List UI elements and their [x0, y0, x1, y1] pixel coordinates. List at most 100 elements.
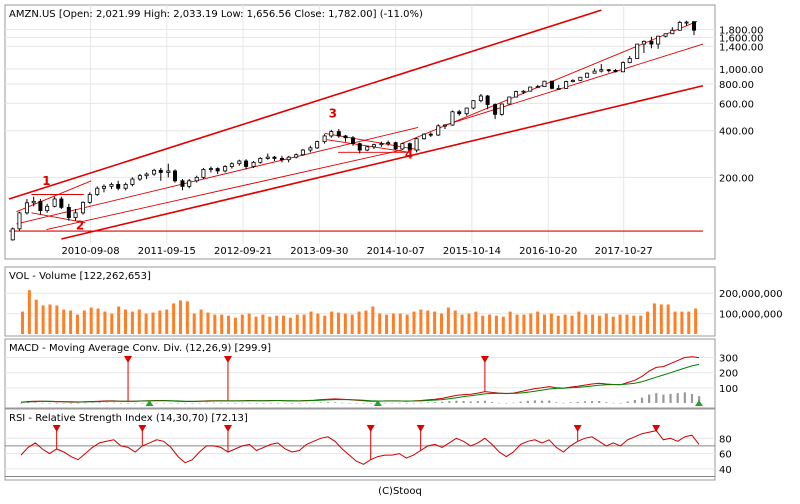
candle-body	[59, 198, 64, 208]
candle-body	[428, 133, 433, 136]
vol-bar	[275, 315, 279, 334]
macd-hist-bar	[48, 402, 51, 404]
candle-body	[251, 161, 256, 167]
price-y-tick-label: 1,400.00	[719, 42, 764, 53]
macd-hist-bar	[526, 400, 529, 403]
vol-bar	[69, 310, 73, 334]
price-candle	[101, 184, 106, 193]
price-candle	[223, 165, 228, 173]
candle-body	[208, 168, 213, 170]
macd-hist-bar	[248, 402, 251, 404]
price-candle	[499, 103, 504, 116]
macd-hist-bar	[169, 402, 173, 404]
candle-body	[514, 91, 519, 98]
vol-bar	[124, 309, 128, 334]
price-candle	[180, 179, 185, 191]
macd-hist-bar	[426, 402, 429, 403]
price-title: AMZN.US [Open: 2,021.99 High: 2,033.19 L…	[9, 9, 423, 20]
macd-hist-bar	[391, 402, 394, 404]
candle-body	[272, 156, 277, 159]
candle-body	[180, 180, 185, 187]
macd-hist-bar	[312, 402, 315, 404]
price-candle	[17, 211, 22, 232]
vol-bar	[474, 311, 478, 334]
macd-hist-bar	[291, 402, 294, 404]
candle-body	[627, 58, 632, 64]
macd-buy-marker	[373, 400, 382, 406]
candle-body	[223, 166, 228, 172]
macd-hist-bar	[562, 402, 565, 404]
vol-bar	[611, 316, 615, 334]
rsi-line	[20, 430, 700, 465]
vol-y-tick-label: 100,000,000	[719, 310, 783, 321]
candle-body	[87, 194, 92, 203]
candle-body	[38, 200, 43, 212]
macd-panel	[4, 338, 716, 409]
price-candle	[144, 172, 149, 180]
candle-body	[635, 43, 640, 59]
rsi-sell-marker	[652, 425, 661, 432]
vol-bar	[240, 314, 244, 334]
candle-body	[493, 104, 498, 115]
vol-bar	[597, 315, 601, 334]
candle-body	[300, 149, 305, 156]
macd-hist-bar	[483, 400, 487, 403]
candle-body	[81, 201, 86, 214]
candle-body	[450, 111, 455, 126]
macd-hist-bar	[212, 402, 215, 404]
vol-bar	[433, 311, 437, 334]
vol-bar	[137, 309, 141, 334]
rsi-y-tick-label: 40	[719, 465, 732, 476]
macd-hist-bar	[34, 402, 37, 404]
vol-bar	[405, 314, 409, 334]
candle-body	[535, 86, 540, 89]
macd-hist-bar	[219, 402, 223, 404]
price-x-tick-label: 2011-09-15	[138, 246, 196, 257]
macd-sell-marker	[480, 356, 489, 363]
candle-body	[499, 103, 504, 115]
rsi-sell-marker	[573, 425, 582, 432]
price-candle	[123, 182, 128, 191]
vol-bar	[488, 314, 492, 334]
macd-hist-bar	[669, 393, 672, 403]
rsi-sell-marker	[138, 425, 147, 432]
macd-buy-marker	[145, 400, 154, 406]
vol-bar	[288, 317, 292, 334]
vol-bar	[75, 314, 79, 334]
vol-bar	[82, 310, 86, 334]
price-x-tick-label: 2012-09-21	[214, 246, 272, 257]
price-candle	[73, 208, 78, 221]
macd-line-signal	[20, 363, 700, 403]
macd-hist-bar	[405, 402, 408, 404]
macd-hist-bar	[441, 401, 444, 403]
candle-body	[152, 169, 157, 175]
vol-bar	[254, 316, 258, 334]
vol-bar	[302, 314, 306, 334]
candle-body	[613, 70, 618, 73]
price-candle	[158, 167, 163, 181]
vol-bar	[591, 314, 595, 334]
vol-bar	[385, 314, 389, 334]
macd-hist-bar	[55, 402, 58, 404]
price-candle	[649, 36, 654, 49]
vol-y-tick-label: 200,000,000	[719, 289, 783, 300]
macd-hist-bar	[198, 402, 201, 404]
vol-bar	[577, 311, 581, 334]
macd-hist-bar	[91, 402, 94, 404]
macd-hist-bar	[191, 402, 194, 404]
macd-hist-bar	[698, 396, 701, 403]
candle-body	[457, 111, 462, 115]
vol-bar	[227, 315, 231, 334]
candle-body	[606, 69, 611, 72]
price-candle	[442, 124, 447, 130]
vol-bar	[639, 315, 643, 334]
macd-hist-bar	[583, 401, 587, 403]
price-candle	[493, 103, 498, 120]
price-candle	[677, 20, 682, 31]
candle-body	[599, 69, 604, 72]
price-candle	[329, 129, 334, 138]
price-candle	[286, 155, 291, 163]
vol-bar	[206, 312, 210, 334]
price-candle	[507, 96, 512, 105]
price-candle	[422, 133, 427, 140]
